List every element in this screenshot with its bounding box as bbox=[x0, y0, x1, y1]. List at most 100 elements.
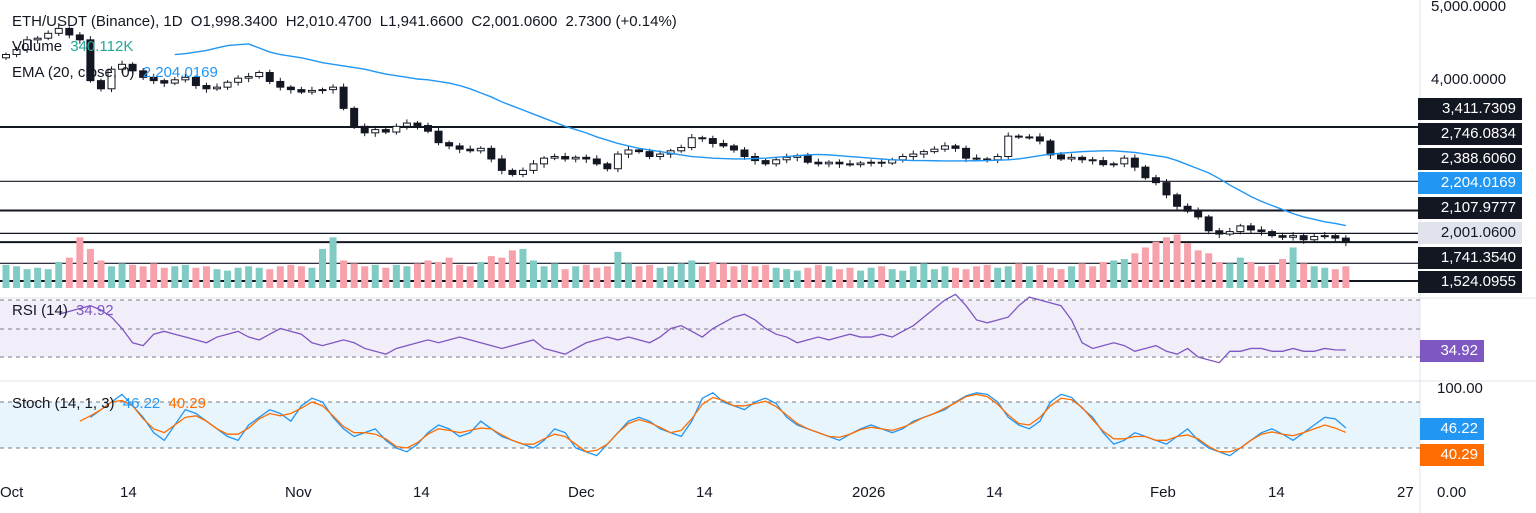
candle-body bbox=[86, 39, 95, 82]
candle-body bbox=[350, 107, 359, 127]
high-value: H2,010.4700 bbox=[285, 13, 372, 30]
candle-body bbox=[265, 71, 274, 82]
candle-body bbox=[329, 86, 338, 91]
volume-bar bbox=[1025, 266, 1033, 288]
volume-bar bbox=[719, 263, 727, 288]
close-value: C2,001.0600 bbox=[471, 13, 558, 30]
volume-bar bbox=[814, 264, 822, 288]
volume-bar bbox=[1173, 234, 1181, 288]
volume-bar bbox=[382, 267, 390, 288]
volume-bar bbox=[835, 269, 843, 288]
candle-body bbox=[12, 49, 21, 56]
candle-body bbox=[392, 125, 401, 133]
candle-body bbox=[307, 89, 316, 93]
candle-body bbox=[877, 161, 886, 164]
level-tag: 2,388.6060 bbox=[1418, 148, 1522, 170]
volume-bar bbox=[55, 261, 63, 288]
candle-body bbox=[213, 86, 221, 90]
time-tick: 14 bbox=[1268, 484, 1285, 501]
volume-bar bbox=[783, 269, 791, 288]
volume-bar bbox=[435, 261, 443, 288]
candle-body bbox=[191, 76, 200, 87]
volume-bar bbox=[709, 261, 717, 288]
volume-bar bbox=[1331, 269, 1339, 288]
candle-body bbox=[1183, 205, 1192, 212]
volume-bar bbox=[1036, 264, 1044, 288]
volume-bar bbox=[139, 266, 147, 288]
ema-label: EMA (20, close, 0) bbox=[12, 64, 135, 81]
volume-bar bbox=[614, 251, 622, 288]
volume-bar bbox=[551, 263, 559, 288]
candle-body bbox=[772, 159, 781, 165]
candle-body bbox=[96, 80, 105, 90]
candle-body bbox=[719, 142, 728, 147]
stoch-d-tag: 40.29 bbox=[1420, 444, 1484, 466]
volume-bar bbox=[624, 263, 632, 288]
volume-bar bbox=[1184, 243, 1192, 288]
candle-body bbox=[107, 68, 116, 90]
volume-bar bbox=[772, 267, 780, 288]
last-price-tag: 2,001.0600 bbox=[1418, 222, 1522, 244]
volume-bar bbox=[1099, 261, 1107, 288]
candle-body bbox=[1204, 216, 1213, 232]
candle-body bbox=[1215, 230, 1224, 235]
candle-body bbox=[698, 137, 707, 140]
candle-body bbox=[1278, 235, 1287, 238]
volume-bar bbox=[13, 266, 21, 288]
volume-bar bbox=[487, 256, 495, 288]
candle-body bbox=[276, 80, 285, 88]
price-tick-5000: 5,000.0000 bbox=[1431, 0, 1507, 15]
candle-body bbox=[445, 142, 454, 147]
volume-bar bbox=[276, 266, 284, 288]
volume-bar bbox=[762, 264, 770, 288]
candle-body bbox=[835, 161, 844, 165]
candle-body bbox=[687, 137, 696, 149]
candle-body bbox=[1236, 225, 1245, 233]
time-tick: 14 bbox=[986, 484, 1003, 501]
volume-bar bbox=[371, 264, 379, 288]
volume-bar bbox=[540, 266, 548, 288]
volume-bar bbox=[519, 248, 527, 288]
stoch-tick-100: 100.00 bbox=[1437, 380, 1483, 397]
time-tick: 14 bbox=[413, 484, 430, 501]
candle-body bbox=[508, 169, 517, 175]
candle-body bbox=[466, 148, 475, 152]
candle-body bbox=[424, 125, 432, 132]
time-tick: Feb bbox=[1150, 484, 1176, 501]
volume-bar bbox=[213, 269, 221, 288]
candle-body bbox=[1299, 235, 1308, 241]
candle-body bbox=[1067, 156, 1076, 160]
time-tick: 14 bbox=[696, 484, 713, 501]
volume-bar bbox=[1152, 241, 1160, 288]
rsi-tag: 34.92 bbox=[1420, 340, 1484, 362]
candle-body bbox=[65, 27, 74, 36]
candle-body bbox=[1194, 210, 1203, 218]
candle-body bbox=[635, 149, 643, 153]
candle-body bbox=[2, 54, 10, 59]
volume-bar bbox=[319, 248, 326, 288]
candle-body bbox=[33, 37, 42, 41]
volume-bar bbox=[308, 267, 316, 288]
candle-body bbox=[286, 86, 295, 91]
candle-body bbox=[962, 147, 971, 159]
time-tick: Oct bbox=[0, 484, 24, 501]
candle-body bbox=[1341, 237, 1350, 243]
candle-body bbox=[582, 156, 591, 160]
candle-body bbox=[434, 130, 443, 144]
candle-body bbox=[139, 70, 148, 78]
volume-bar bbox=[44, 269, 52, 288]
volume-bar bbox=[656, 267, 664, 288]
open-value: O1,998.3400 bbox=[190, 13, 278, 30]
volume-bar bbox=[530, 260, 537, 288]
volume-bar bbox=[899, 270, 907, 288]
volume-bar bbox=[857, 270, 865, 288]
candle-body bbox=[181, 76, 190, 81]
volume-bar bbox=[646, 264, 654, 288]
candle-body bbox=[476, 147, 485, 152]
volume-bar bbox=[508, 250, 516, 288]
level-tag: 1,524.0955 bbox=[1418, 271, 1522, 293]
volume-bar bbox=[466, 266, 474, 288]
candle-body bbox=[381, 129, 390, 133]
time-tick: 14 bbox=[120, 484, 137, 501]
